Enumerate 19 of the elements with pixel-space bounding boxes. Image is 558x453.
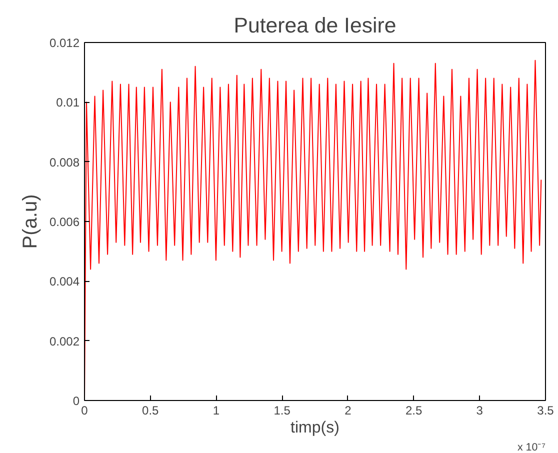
y-tick-label: 0: [72, 394, 80, 408]
y-tick-label: 0.006: [49, 215, 80, 229]
x-tick-label: 1: [212, 404, 220, 418]
x-tick-label: 0: [81, 404, 88, 418]
chart-title: Puterea de Iesire: [234, 14, 396, 38]
y-tick-label: 0.01: [56, 96, 80, 110]
x-tick-label: 2.5: [405, 404, 422, 418]
x-tick-label: 2: [344, 404, 352, 418]
y-tick-label: 0.004: [49, 274, 80, 289]
x-tick-label: 3: [476, 404, 484, 418]
x-axis-title: timp(s): [290, 420, 340, 436]
y-axis-title: P(a.u): [19, 194, 42, 249]
y-tick-label: 0.002: [49, 334, 80, 348]
x-tick-label: 0.5: [142, 404, 160, 418]
y-tick-label: 0.012: [49, 36, 80, 50]
y-tick-label: 0.008: [49, 155, 80, 170]
x-tick-label: 3.5: [537, 404, 554, 418]
x-tick-label: 1.5: [274, 404, 291, 418]
text: x 10⁻⁷: [518, 442, 546, 453]
